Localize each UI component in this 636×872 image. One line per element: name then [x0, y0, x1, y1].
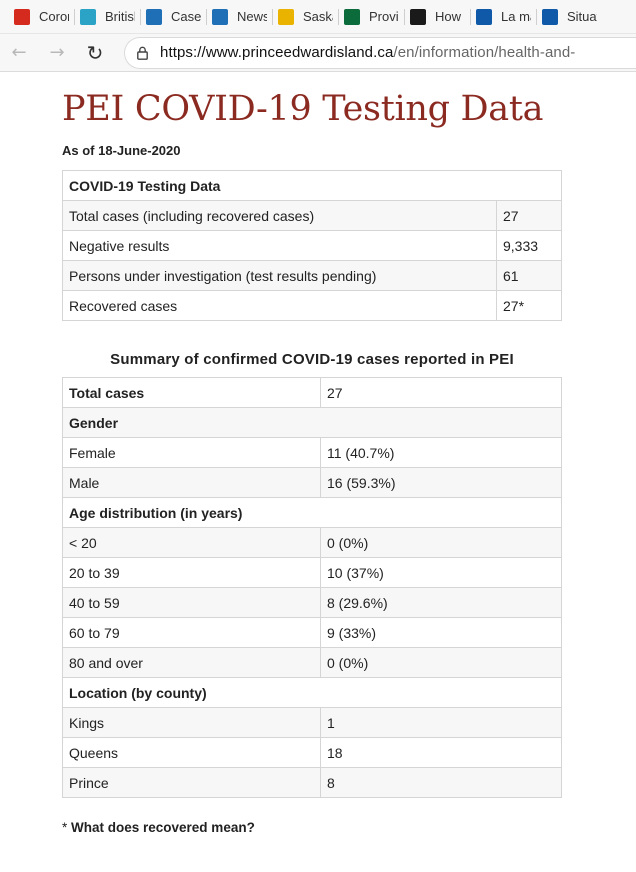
table-row: Prince 8	[62, 767, 562, 798]
table-row: Female 11 (40.7%)	[62, 437, 562, 468]
row-label: 20 to 39	[62, 557, 321, 588]
section-heading: Location (by county)	[62, 677, 562, 708]
table-row: < 20 0 (0%)	[62, 527, 562, 558]
url-field[interactable]: https://www.princeedwardisland.ca/en/inf…	[124, 36, 636, 69]
url-host: https://www.princeedwardisland.ca	[160, 44, 394, 61]
row-label: Queens	[62, 737, 321, 768]
forward-button[interactable]: →	[49, 42, 65, 63]
row-label: Male	[62, 467, 321, 498]
page-title: PEI COVID-19 Testing Data	[62, 89, 544, 129]
row-label: < 20	[62, 527, 321, 558]
bookmark-item[interactable]: News	[206, 0, 272, 33]
row-value: 27*	[496, 290, 562, 321]
bc-gov-icon	[80, 8, 96, 25]
manitoba-icon	[344, 8, 360, 25]
lock-icon	[137, 46, 148, 60]
bookmark-label: Cases	[171, 9, 201, 24]
page-content: PEI COVID-19 Testing Data As of 18-June-…	[0, 89, 562, 835]
as-of-date: As of 18-June-2020	[62, 143, 181, 158]
ontario-icon	[410, 8, 426, 25]
table-row: Recovered cases 27*	[62, 290, 562, 321]
bookmark-item[interactable]: Provi	[338, 0, 404, 33]
row-label: Persons under investigation (test result…	[62, 260, 497, 291]
row-label: Negative results	[62, 230, 497, 261]
bookmark-item[interactable]: Cases	[140, 0, 206, 33]
row-value: 11 (40.7%)	[320, 437, 562, 468]
bookmark-item[interactable]: How	[404, 0, 470, 33]
summary-table: Total cases 27 Gender Female 11 (40.7%) Male 1…	[62, 377, 562, 798]
bookmark-label: How	[435, 9, 462, 24]
canada-maple-leaf-icon	[14, 8, 30, 25]
section-heading: Age distribution (in years)	[62, 497, 562, 528]
back-button[interactable]: ←	[11, 42, 27, 63]
bookmark-label: Provi	[369, 9, 399, 24]
row-value: 8	[320, 767, 562, 798]
table-header-row: COVID-19 Testing Data	[62, 170, 562, 201]
testing-data-table: COVID-19 Testing Data Total cases (inclu…	[62, 170, 562, 321]
summary-caption: Summary of confirmed COVID-19 cases repo…	[110, 351, 514, 368]
row-label: 60 to 79	[62, 617, 321, 648]
section-row: Location (by county)	[62, 677, 562, 708]
row-value: 10 (37%)	[320, 557, 562, 588]
table-header: COVID-19 Testing Data	[62, 170, 562, 201]
table-row: Negative results 9,333	[62, 230, 562, 261]
reload-button[interactable]: ↻	[86, 40, 104, 65]
section-row: Age distribution (in years)	[62, 497, 562, 528]
bookmark-label: Saska	[303, 9, 333, 24]
bookmarks-bar: Coron British Cases News Saska Provi How La ma S…	[0, 0, 636, 34]
section-heading: Gender	[62, 407, 562, 438]
table-row: 80 and over 0 (0%)	[62, 647, 562, 678]
table-row: Queens 18	[62, 737, 562, 768]
address-bar: ← → ↻ https://www.princeedwardisland.ca/…	[0, 34, 636, 72]
quebec-fleur-icon	[476, 8, 492, 25]
row-label: Recovered cases	[62, 290, 497, 321]
table-row: Male 16 (59.3%)	[62, 467, 562, 498]
row-label: Prince	[62, 767, 321, 798]
footnote: * What does recovered mean?	[62, 820, 562, 835]
row-label: Total cases (including recovered cases)	[62, 200, 497, 231]
quebec-fleur-icon	[542, 8, 558, 25]
bookmark-item[interactable]: Coron	[8, 0, 74, 33]
row-value: 9 (33%)	[320, 617, 562, 648]
row-label: Total cases	[62, 377, 321, 408]
saskatchewan-icon	[278, 8, 294, 25]
table-row: Persons under investigation (test result…	[62, 260, 562, 291]
bookmark-label: News	[237, 9, 267, 24]
row-label: Female	[62, 437, 321, 468]
section-row: Gender	[62, 407, 562, 438]
bookmark-label: British	[105, 9, 135, 24]
table-row: Total cases (including recovered cases) 2…	[62, 200, 562, 231]
url-path: /en/information/health-and-	[393, 44, 576, 61]
row-value: 0 (0%)	[320, 527, 562, 558]
row-value: 27	[496, 200, 562, 231]
bookmark-item[interactable]: British	[74, 0, 140, 33]
bookmark-label: Situat	[567, 9, 597, 24]
bookmark-item[interactable]: Saska	[272, 0, 338, 33]
table-row: 20 to 39 10 (37%)	[62, 557, 562, 588]
row-label: Kings	[62, 707, 321, 738]
row-value: 9,333	[496, 230, 562, 261]
table-row: 40 to 59 8 (29.6%)	[62, 587, 562, 618]
row-value: 8 (29.6%)	[320, 587, 562, 618]
table-row: Total cases 27	[62, 377, 562, 408]
alberta-icon	[146, 8, 162, 25]
alberta-icon	[212, 8, 228, 25]
url-text: https://www.princeedwardisland.ca/en/inf…	[160, 44, 575, 61]
table-row: Kings 1	[62, 707, 562, 738]
recovered-meaning-link[interactable]: What does recovered mean?	[71, 820, 255, 835]
bookmark-label: Coron	[39, 9, 69, 24]
row-value: 27	[320, 377, 562, 408]
row-value: 18	[320, 737, 562, 768]
bookmark-item[interactable]: La ma	[470, 0, 536, 33]
row-value: 1	[320, 707, 562, 738]
row-value: 61	[496, 260, 562, 291]
footnote-star: *	[62, 820, 72, 835]
table-row: 60 to 79 9 (33%)	[62, 617, 562, 648]
row-value: 16 (59.3%)	[320, 467, 562, 498]
bookmark-label: La ma	[501, 9, 531, 24]
row-value: 0 (0%)	[320, 647, 562, 678]
row-label: 80 and over	[62, 647, 321, 678]
row-label: 40 to 59	[62, 587, 321, 618]
bookmark-item[interactable]: Situat	[536, 0, 602, 33]
